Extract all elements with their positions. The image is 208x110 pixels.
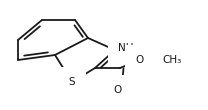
- Text: S: S: [69, 77, 75, 87]
- Text: NH₂: NH₂: [118, 43, 138, 53]
- Text: CH₃: CH₃: [162, 55, 181, 65]
- Text: O: O: [136, 55, 144, 65]
- Text: O: O: [114, 85, 122, 95]
